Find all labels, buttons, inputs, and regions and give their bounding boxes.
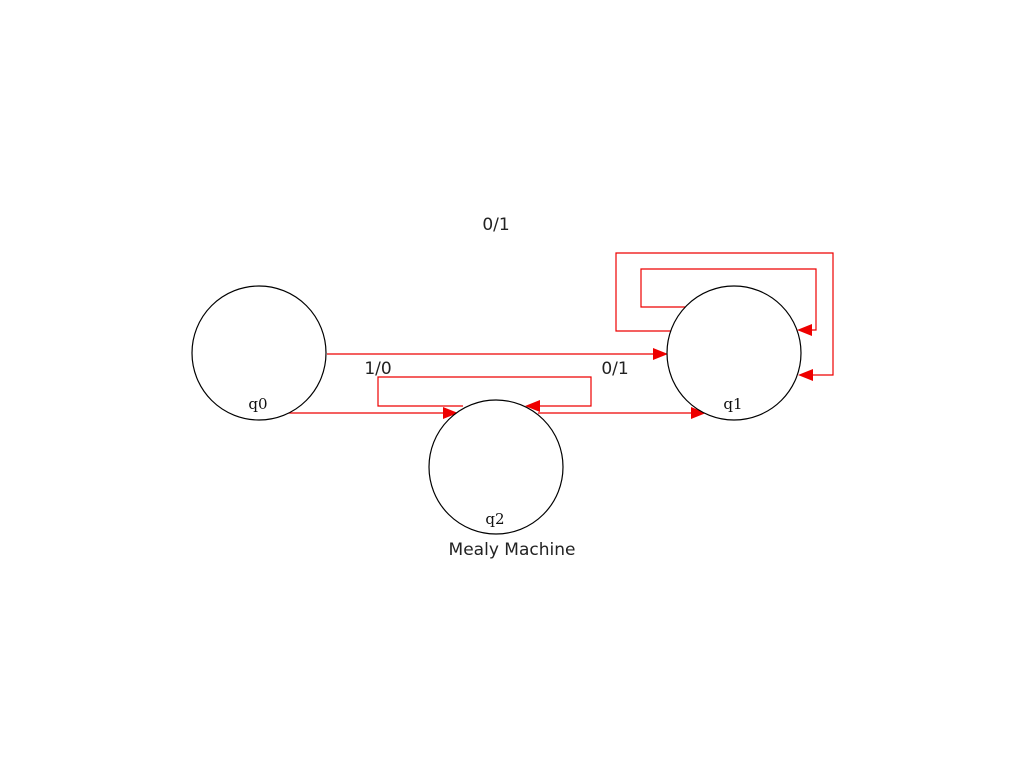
state-label-q2: q2 xyxy=(485,510,504,528)
edge-label-q2-q1: 0/1 xyxy=(601,359,628,379)
state-label-q0: q0 xyxy=(248,395,267,413)
transition-q1-q1-outer xyxy=(615,252,834,381)
state-q0: q0 xyxy=(191,285,327,421)
edge-label-q1-self-loop: 0/1 xyxy=(482,215,509,235)
transition-q2-q1 xyxy=(538,407,706,419)
transition-q1-q1-inner xyxy=(640,268,817,336)
state-q1: q1 xyxy=(666,285,802,421)
transition-q0-q2 xyxy=(288,407,458,419)
edge-label-q0-q2: 1/0 xyxy=(364,359,391,379)
diagram-caption: Mealy Machine xyxy=(449,540,576,560)
transition-q2-q2 xyxy=(377,376,592,412)
state-q2: q2 xyxy=(428,399,564,535)
state-label-q1: q1 xyxy=(723,395,742,413)
transition-q0-q1 xyxy=(327,348,668,360)
